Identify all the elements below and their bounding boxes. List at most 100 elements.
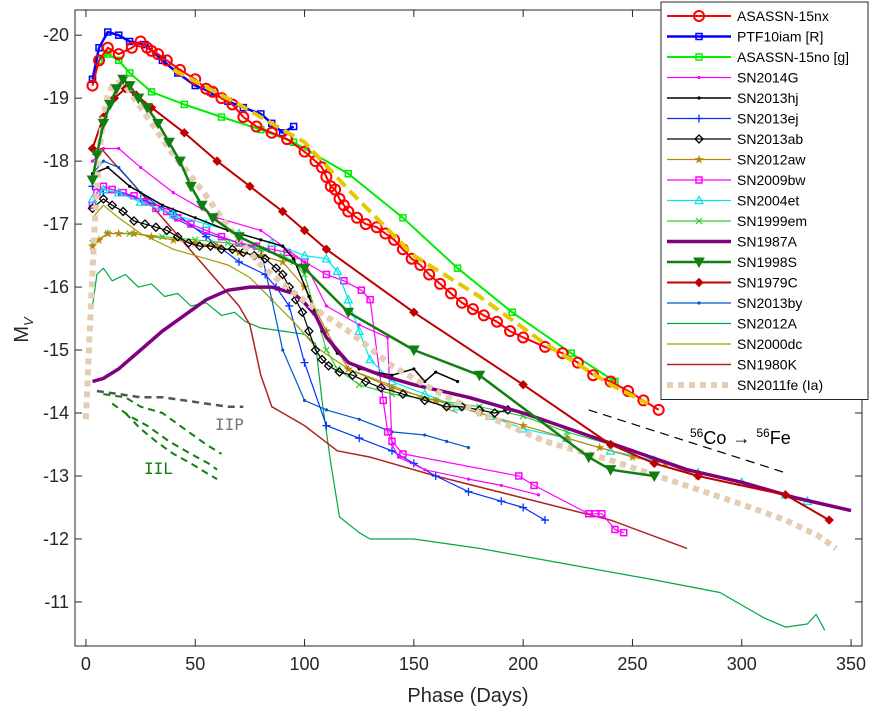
legend-marker bbox=[694, 134, 704, 144]
decoration-co-decay-slope bbox=[588, 409, 786, 474]
legend-entry-sn2011fe-ia: SN2011fe (Ia) bbox=[667, 377, 823, 393]
sn1998s-point-14 bbox=[206, 213, 219, 224]
x-tick-label: 0 bbox=[81, 654, 91, 674]
asassn-15no-g-point-10 bbox=[344, 169, 353, 178]
sn2014g-point-8 bbox=[324, 304, 329, 308]
asassn-15no-g-point-13 bbox=[508, 308, 516, 317]
sn2013by-point-1 bbox=[101, 159, 106, 163]
legend-marker bbox=[694, 277, 704, 288]
sn2013hj-line bbox=[92, 166, 458, 383]
sn2014g-point-16 bbox=[536, 493, 541, 497]
asassn-15nx-point-39 bbox=[445, 287, 458, 300]
sn2014g-point-9 bbox=[357, 323, 361, 327]
x-tick-label: 100 bbox=[290, 654, 320, 674]
x-tick-label: 200 bbox=[508, 654, 538, 674]
sn2004et-point-13 bbox=[365, 354, 376, 364]
sn2009bw-point-32 bbox=[619, 528, 628, 537]
sn2013ej-point-19 bbox=[541, 516, 550, 525]
sn2013hj-point-17 bbox=[455, 379, 460, 384]
sn1998s-point-0 bbox=[86, 175, 99, 187]
co-fe-annotation: 56Co → 56Fe bbox=[690, 426, 791, 448]
sn2012aw-point-21: ★ bbox=[627, 450, 638, 464]
sn2013by-point-10 bbox=[302, 398, 307, 403]
asassn-15no-g-point-2 bbox=[104, 50, 112, 58]
sn2009bw-point-23 bbox=[383, 428, 392, 436]
series-sn2013ab bbox=[87, 193, 513, 418]
asassn-15nx-point-29 bbox=[351, 211, 364, 224]
legend-label: SN2012A bbox=[737, 316, 798, 332]
sn2013by-point-2 bbox=[117, 165, 121, 170]
sn2013hj-point-14 bbox=[412, 367, 416, 371]
sn2013by-point-16 bbox=[466, 446, 471, 450]
legend-marker bbox=[695, 114, 703, 123]
x-tick-label: 250 bbox=[617, 654, 647, 674]
asassn-15nx-point-47 bbox=[556, 347, 569, 360]
legend-entry-sn1999em: SN1999em bbox=[667, 213, 807, 229]
asassn-15nx-point-25 bbox=[329, 183, 342, 196]
decay-arrow: → bbox=[732, 428, 750, 448]
co-element: Co bbox=[703, 428, 726, 448]
sn2013ab-point-22 bbox=[303, 326, 314, 337]
series-asassn-15nx bbox=[86, 35, 665, 416]
fe-mass-number: 56 bbox=[756, 426, 770, 440]
sn2013hj-point-9 bbox=[307, 294, 311, 299]
sn1998s-point-15 bbox=[233, 232, 245, 243]
sn1998s-point-6 bbox=[123, 81, 136, 92]
sn2012aw-point-10: ★ bbox=[255, 249, 266, 263]
iip-template-line bbox=[96, 389, 244, 408]
asassn-15nx-fit-line bbox=[172, 68, 649, 406]
y-tick-label: -13 bbox=[43, 466, 69, 486]
sn1999em-point-11 bbox=[322, 346, 330, 354]
legend-marker bbox=[697, 96, 701, 100]
sn2004et-point-3 bbox=[135, 196, 146, 206]
y-axis-label-main: M bbox=[11, 326, 33, 343]
sn2012aw-point-13: ★ bbox=[321, 324, 332, 338]
sn2009bw-point-7 bbox=[152, 204, 160, 213]
sn2009bw-point-12 bbox=[217, 232, 226, 241]
sn1998s-point-8 bbox=[141, 103, 153, 114]
sn2012aw-point-20: ★ bbox=[594, 441, 605, 455]
sn2013hj-point-8 bbox=[292, 257, 296, 261]
legend-label: SN1998S bbox=[737, 254, 797, 270]
ptf10iam-r-point-2 bbox=[104, 28, 112, 36]
sn2013by-point-15 bbox=[445, 439, 449, 443]
legend-entry-sn2012a: SN2012A bbox=[667, 316, 798, 332]
asassn-15no-g-point-11 bbox=[399, 214, 407, 222]
sn1979c-point-6 bbox=[179, 128, 190, 138]
sn2014g-point-2 bbox=[117, 146, 121, 151]
y-tick-label: -12 bbox=[43, 529, 69, 549]
asassn-15nx-point-42 bbox=[477, 309, 490, 322]
legend-entry-sn1998s: SN1998S bbox=[667, 254, 797, 270]
sn2009bw-point-26 bbox=[515, 472, 523, 480]
sn2009bw-point-24 bbox=[388, 437, 396, 446]
series-sn2011fe-ia bbox=[82, 79, 838, 551]
sn2012aw-point-18: ★ bbox=[518, 419, 529, 433]
asassn-15nx-point-37 bbox=[423, 268, 436, 281]
sn1979c-point-18 bbox=[824, 515, 834, 525]
legend-marker bbox=[695, 217, 703, 225]
sn2013ab-point-18 bbox=[277, 269, 288, 280]
sn1979c-point-8 bbox=[245, 181, 255, 192]
x-tick-label: 50 bbox=[185, 654, 205, 674]
sn2009bw-point-18 bbox=[322, 270, 331, 279]
sn2013hj-point-13 bbox=[390, 373, 394, 377]
sn2000dc-line bbox=[92, 204, 458, 414]
legend-label: SN1999em bbox=[737, 213, 807, 229]
sn2013ab-point-23 bbox=[310, 345, 321, 355]
sn2009bw-point-21 bbox=[366, 295, 374, 304]
x-axis-label: Phase (Days) bbox=[407, 685, 528, 707]
asassn-15nx-point-48 bbox=[571, 356, 584, 369]
sn2014g-point-13 bbox=[423, 468, 427, 472]
legend-label: SN2013hj bbox=[737, 90, 799, 106]
sn2013ab-point-35 bbox=[489, 408, 500, 418]
sn1998s-point-18 bbox=[407, 345, 420, 357]
sn2013ej-point-10 bbox=[300, 358, 309, 367]
sn2012aw-point-6: ★ bbox=[168, 233, 179, 247]
sn2013ab-point-17 bbox=[271, 263, 282, 274]
legend-marker bbox=[697, 301, 701, 305]
sn1999em-point-13 bbox=[355, 381, 363, 389]
sn2013ab-point-10 bbox=[194, 241, 205, 252]
sn2004et-point-8 bbox=[299, 250, 310, 260]
sn2012aw-point-3: ★ bbox=[113, 227, 124, 241]
y-tick-label: -11 bbox=[44, 592, 69, 612]
